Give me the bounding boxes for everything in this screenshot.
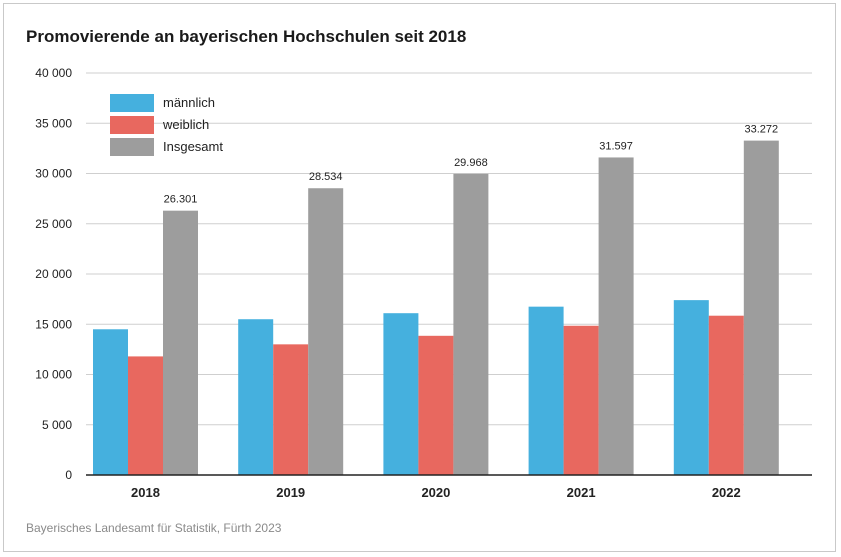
legend-label: Insgesamt xyxy=(163,139,223,154)
bar-m-nnlich xyxy=(383,313,419,475)
bar-weiblich xyxy=(418,335,454,475)
bar-m-nnlich xyxy=(238,319,274,475)
y-tick-label: 15 000 xyxy=(35,317,72,331)
data-label: 29.968 xyxy=(454,157,488,169)
chart-title: Promovierende an bayerischen Hochschulen… xyxy=(26,27,467,46)
bar-insgesamt xyxy=(743,140,779,475)
y-tick-label: 5 000 xyxy=(42,418,72,432)
y-tick-label: 35 000 xyxy=(35,116,72,130)
bar-weiblich xyxy=(128,356,163,475)
x-tick-label: 2020 xyxy=(421,485,450,500)
y-tick-label: 25 000 xyxy=(35,217,72,231)
bar-m-nnlich xyxy=(673,300,709,475)
bar-m-nnlich xyxy=(93,329,128,475)
y-tick-label: 20 000 xyxy=(35,267,72,281)
y-tick-label: 0 xyxy=(65,468,72,482)
bar-weiblich xyxy=(708,315,744,475)
bar-insgesamt xyxy=(308,188,344,475)
bar-insgesamt xyxy=(598,157,634,476)
data-label: 26.301 xyxy=(164,194,198,206)
legend-swatch xyxy=(110,116,154,134)
x-tick-label: 2021 xyxy=(567,485,596,500)
data-label: 28.534 xyxy=(309,171,343,183)
legend-label: männlich xyxy=(163,95,215,110)
source-note: Bayerisches Landesamt für Statistik, Für… xyxy=(26,521,282,535)
y-tick-label: 10 000 xyxy=(35,368,72,382)
bar-weiblich xyxy=(563,325,599,475)
bar-weiblich xyxy=(273,344,309,475)
x-tick-label: 2022 xyxy=(712,485,741,500)
legend-label: weiblich xyxy=(162,117,209,132)
bar-insgesamt xyxy=(453,173,489,475)
data-label: 31.597 xyxy=(599,140,633,152)
legend-swatch xyxy=(110,94,154,112)
bar-m-nnlich xyxy=(528,306,564,475)
x-tick-label: 2018 xyxy=(131,485,160,500)
legend-swatch xyxy=(110,138,154,156)
y-tick-label: 30 000 xyxy=(35,167,72,181)
bar-insgesamt xyxy=(163,210,198,475)
data-label: 33.272 xyxy=(744,124,778,136)
y-tick-label: 40 000 xyxy=(35,66,72,80)
x-tick-label: 2019 xyxy=(276,485,305,500)
